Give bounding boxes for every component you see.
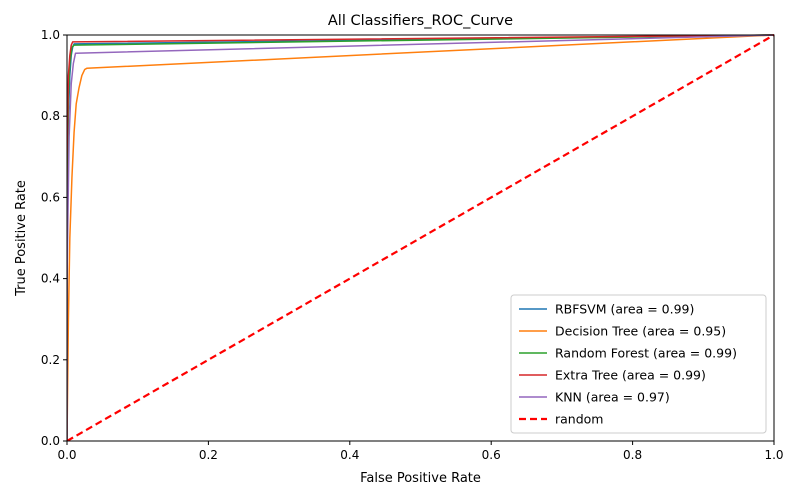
x-tick-label: 0.0 xyxy=(57,448,76,462)
series-line-extra xyxy=(67,34,775,441)
legend-label: Extra Tree (area = 0.99) xyxy=(555,368,706,383)
legend-box xyxy=(510,294,767,434)
legend-label: Decision Tree (area = 0.95) xyxy=(555,324,726,339)
axes: 0.0 0.2 0.4 0.6 0.8 1.0 0.0 0.2 0.4 0.6 0.8 1.0 xyxy=(41,28,784,462)
x-tick-label: 0.6 xyxy=(482,448,501,462)
y-axis-title: True Positive Rate xyxy=(14,180,29,297)
y-tick-label: 1.0 xyxy=(41,28,60,42)
x-tick-label: 0.4 xyxy=(340,448,359,462)
chart-title: All Classifiers_ROC_Curve xyxy=(328,13,513,29)
legend-label: RBFSVM (area = 0.99) xyxy=(555,302,694,317)
y-tick-label: 0.0 xyxy=(41,434,60,448)
x-axis-title: False Positive Rate xyxy=(360,471,481,486)
x-tick-label: 1.0 xyxy=(764,448,783,462)
y-tick-label: 0.4 xyxy=(41,272,60,286)
y-tick-label: 0.2 xyxy=(41,353,60,367)
y-tick-label: 0.6 xyxy=(41,190,60,204)
legend-label: Random Forest (area = 0.99) xyxy=(555,346,737,361)
legend: RBFSVM (area = 0.99) Decision Tree (area … xyxy=(510,294,767,434)
series-line-knn xyxy=(67,34,775,441)
x-tick-label: 0.8 xyxy=(623,448,642,462)
legend-label: random xyxy=(555,412,603,427)
x-tick-label: 0.2 xyxy=(199,448,218,462)
legend-label: KNN (area = 0.97) xyxy=(555,390,670,405)
axes-frame xyxy=(66,34,775,442)
y-tick-label: 0.8 xyxy=(41,109,60,123)
series-line-decision xyxy=(67,34,775,441)
series-line-random xyxy=(67,34,775,441)
